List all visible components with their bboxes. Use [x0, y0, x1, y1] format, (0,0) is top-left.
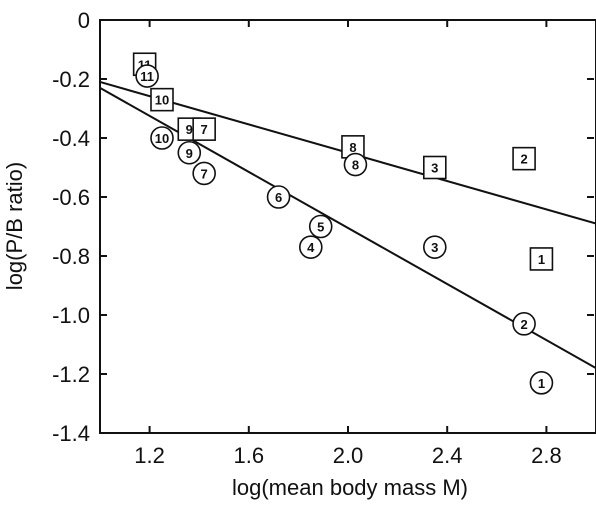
circle-marker: 3: [422, 235, 447, 259]
square-marker: 10: [150, 87, 174, 112]
marker-label: 5: [317, 220, 324, 235]
y-tick-label: 0: [78, 8, 90, 33]
marker-label: 1: [538, 376, 545, 391]
circle-shape: [529, 371, 554, 395]
marker-label: 7: [201, 166, 208, 181]
marker-label: 3: [431, 240, 438, 255]
plot-frame: [99, 19, 596, 434]
circle-shape: [343, 152, 368, 177]
x-tick-label: 1.2: [134, 443, 165, 468]
circle-shape: [177, 140, 202, 165]
marker-label: 9: [186, 146, 193, 161]
marker-label: 9: [186, 122, 193, 137]
circle-marker: 1: [529, 371, 554, 395]
marker-label: 11: [140, 69, 154, 84]
marker-label: 7: [201, 122, 208, 137]
circle-shape: [266, 185, 291, 209]
square-marker: 2: [512, 146, 536, 171]
square-shape: [192, 117, 216, 141]
marker-label: 3: [431, 161, 438, 176]
circle-shape: [135, 64, 159, 88]
y-tick-label: -0.2: [52, 67, 90, 92]
marker-label: 1: [538, 252, 545, 267]
marker-label: 2: [520, 317, 527, 332]
square-shape: [150, 87, 174, 112]
square-marker: 7: [192, 117, 216, 141]
square-marker: 3: [422, 155, 447, 180]
axis-tick-labels: 1.2 1.6 2.0 2.4 2.8 0 -0.2 -0.4 -0.6 -0.8 -1.0 -1.2…: [52, 8, 562, 468]
square-shape: [512, 146, 536, 171]
circle-marker: 5: [308, 214, 333, 239]
axis-ticks: [100, 19, 594, 434]
circle-shape: [512, 312, 536, 336]
circle-marker: 9: [177, 140, 202, 165]
y-tick-label: -1.2: [52, 362, 90, 387]
marker-label: 10: [155, 131, 169, 146]
marker-label: 6: [275, 190, 282, 205]
square-shape: [422, 155, 447, 180]
marker-label: 8: [349, 140, 356, 155]
circle-shape: [150, 126, 174, 150]
square-marker: 1: [529, 247, 554, 271]
circle-shape: [192, 161, 216, 186]
y-tick-label: -1.4: [52, 421, 90, 446]
marker-label: 10: [155, 93, 169, 108]
circle-marker: 2: [512, 312, 536, 336]
square-shape: [529, 247, 554, 271]
marker-label: 2: [520, 152, 527, 167]
x-tick-label: 2.4: [432, 443, 463, 468]
y-tick-label: -1.0: [52, 303, 90, 328]
y-tick-label: -0.8: [52, 244, 90, 269]
y-tick-label: -0.6: [52, 185, 90, 210]
data-markers: 11109783211110976548321: [132, 52, 554, 395]
x-tick-label: 2.8: [531, 443, 562, 468]
y-axis-label: log(P/B ratio): [2, 162, 27, 290]
circle-marker: 10: [150, 126, 174, 150]
circle-marker: 7: [192, 161, 216, 186]
y-tick-label: -0.4: [52, 126, 90, 151]
circle-marker: 8: [343, 152, 368, 177]
circle-shape: [298, 235, 323, 259]
marker-label: 4: [307, 240, 315, 255]
x-axis-label: log(mean body mass M): [232, 475, 468, 500]
circle-marker: 6: [266, 185, 291, 209]
circle-marker: 11: [135, 64, 159, 88]
marker-label: 8: [352, 158, 359, 173]
circle-marker: 4: [298, 235, 323, 259]
x-tick-label: 1.6: [234, 443, 265, 468]
x-tick-label: 2.0: [333, 443, 364, 468]
circle-shape: [308, 214, 333, 239]
circle-shape: [422, 235, 447, 259]
